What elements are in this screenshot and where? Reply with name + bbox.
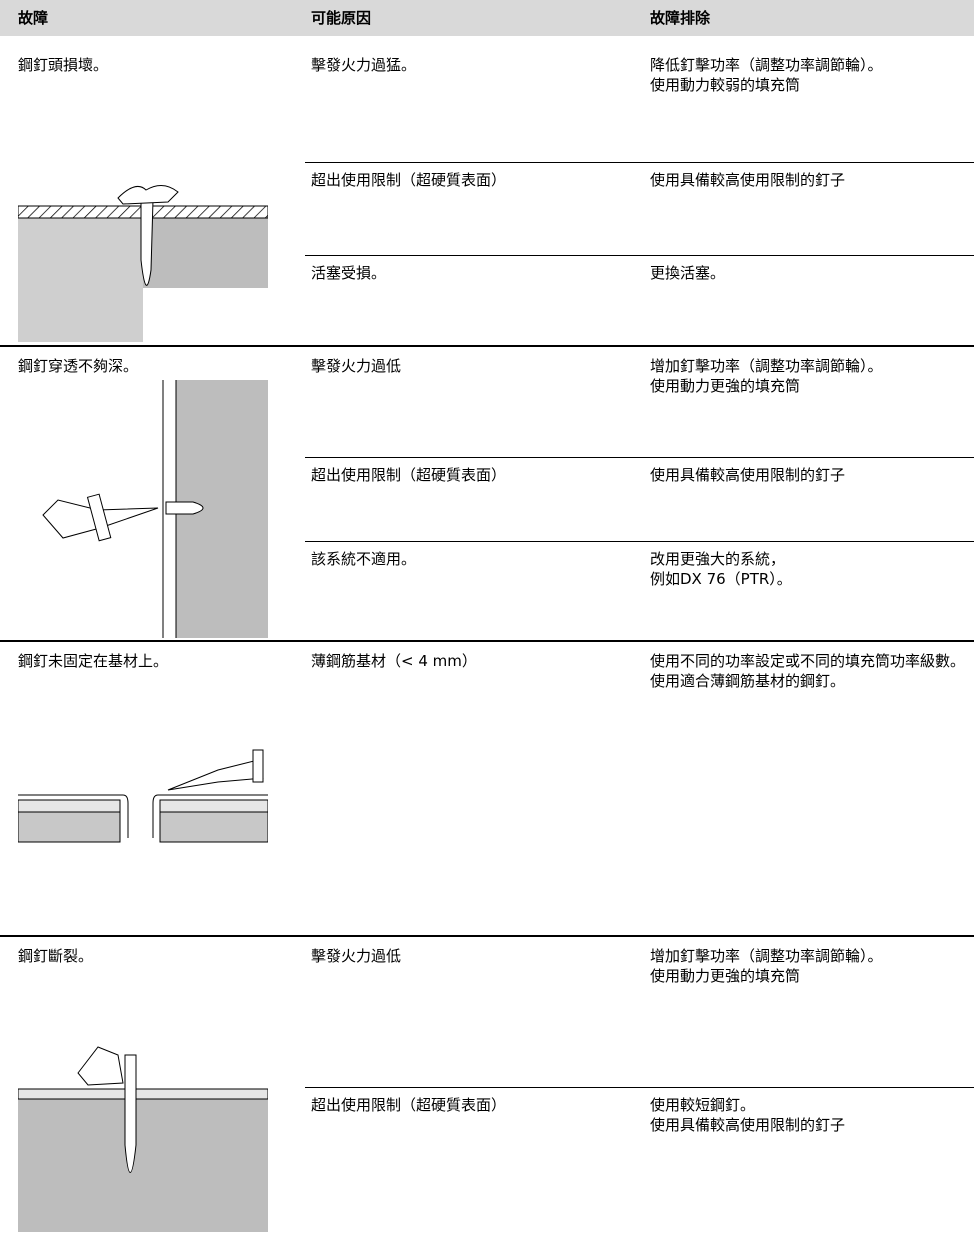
remedy: 增加釘擊功率（調整功率調節輪）。 使用動力更強的填充筒 (650, 946, 970, 986)
remedy-line: 使用適合薄鋼筋基材的鋼釘。 (650, 672, 846, 690)
remedy-line: 使用動力更強的填充筒 (650, 967, 801, 985)
header-cell: 故障 (18, 9, 49, 27)
illustration (18, 80, 268, 342)
header-cell: 故障排除 (650, 9, 711, 27)
cause: 薄鋼筋基材（< 4 mm） (311, 652, 477, 670)
cause: 超出使用限制（超硬質表面） (311, 1096, 507, 1114)
remedy: 使用較短鋼釘。使用具備較高使用限制的釘子 (650, 1095, 970, 1135)
remedy: 使用具備較高使用限制的釘子 (650, 170, 970, 190)
remedy-line: 使用具備較高使用限制的釘子 (650, 1116, 846, 1134)
fault: 鋼釘斷裂。 (18, 947, 94, 965)
cause: 擊發火力過低 (311, 947, 402, 965)
cause: 超出使用限制（超硬質表面） (311, 466, 507, 484)
remedy-line: 使用動力較弱的填充筒 (650, 76, 801, 94)
group-divider (0, 640, 974, 642)
fault: 鋼釘穿透不夠深。 (18, 357, 139, 375)
remedy-line: 降低釘擊功率（調整功率調節輪）。 (650, 56, 883, 74)
row-divider (305, 255, 974, 256)
row-divider (305, 457, 974, 458)
remedy-line: 增加釘擊功率（調整功率調節輪）。 (650, 357, 883, 375)
header-bar (0, 0, 974, 36)
row-divider (305, 162, 974, 163)
remedy-line: 使用具備較高使用限制的釘子 (650, 171, 846, 189)
cause: 活塞受損。 (311, 264, 387, 282)
remedy-line: 增加釘擊功率（調整功率調節輪）。 (650, 947, 883, 965)
remedy: 增加釘擊功率（調整功率調節輪）。 使用動力更強的填充筒 (650, 356, 970, 396)
remedy-line: 使用動力更強的填充筒 (650, 377, 801, 395)
cause: 擊發火力過低 (311, 357, 402, 375)
header-cell: 可能原因 (311, 9, 372, 27)
illustration (18, 678, 268, 932)
remedy: 使用不同的功率設定或不同的填充筒功率級數。 使用適合薄鋼筋基材的鋼釘。 (650, 651, 970, 691)
remedy-line: 使用具備較高使用限制的釘子 (650, 466, 846, 484)
remedy-line: 使用較短鋼釘。 (650, 1096, 756, 1114)
cause: 該系統不適用。 (311, 550, 417, 568)
remedy-line: 例如DX 76（PTR）。 (650, 570, 792, 588)
cause: 擊發火力過猛。 (311, 56, 417, 74)
remedy-line: 更換活塞。 (650, 264, 726, 282)
fault: 鋼釘未固定在基材上。 (18, 652, 169, 670)
cause: 超出使用限制（超硬質表面） (311, 171, 507, 189)
row-divider (305, 541, 974, 542)
group-divider (0, 345, 974, 347)
remedy: 降低釘擊功率（調整功率調節輪）。 使用動力較弱的填充筒 (650, 55, 970, 95)
group-divider (0, 935, 974, 937)
fault: 鋼釘頭損壞。 (18, 56, 109, 74)
illustration (18, 380, 268, 638)
row-divider (305, 1087, 974, 1088)
illustration (18, 975, 268, 1232)
remedy: 使用具備較高使用限制的釘子 (650, 465, 970, 485)
remedy: 改用更強大的系統， 例如DX 76（PTR）。 (650, 549, 970, 589)
remedy: 更換活塞。 (650, 263, 970, 283)
remedy-line: 改用更強大的系統， (650, 550, 786, 568)
remedy-line: 使用不同的功率設定或不同的填充筒功率級數。 (650, 652, 966, 670)
